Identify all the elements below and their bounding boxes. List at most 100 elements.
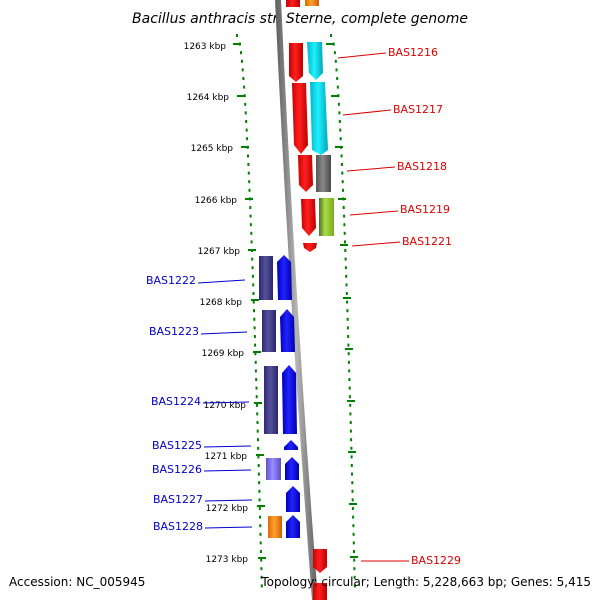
gene-BAS1219[interactable] <box>301 198 334 236</box>
guide-dot <box>353 584 356 588</box>
callout-BAS1218[interactable]: BAS1218 <box>346 160 447 173</box>
gene-label[interactable]: BAS1222 <box>146 274 196 287</box>
guide-dot <box>253 335 256 338</box>
guide-dot <box>254 369 257 373</box>
scale-tick-1270: 1270 kbp <box>204 401 262 411</box>
gene-label[interactable]: BAS1218 <box>397 160 447 173</box>
guide-dot <box>352 532 355 536</box>
guide-dot <box>255 395 258 399</box>
guide-dot <box>241 68 244 72</box>
scale-tick-1271: 1271 kbp <box>205 452 264 462</box>
guide-dot <box>253 317 256 321</box>
guide-dot <box>336 85 339 89</box>
guide-dot <box>337 102 340 106</box>
callout-BAS1222[interactable]: BAS1222 <box>146 274 246 287</box>
guide-dot <box>347 360 350 364</box>
guide-dot <box>348 369 351 373</box>
gene-BAS1229[interactable] <box>313 549 327 573</box>
guide-dot <box>248 180 251 184</box>
guide-dot <box>247 154 249 158</box>
guide-dot <box>253 326 256 330</box>
guide-dot <box>350 455 353 459</box>
callout-BAS1226[interactable]: BAS1226 <box>152 463 252 476</box>
gene-label[interactable]: BAS1225 <box>152 439 202 452</box>
gene-BAS1221[interactable] <box>303 243 317 252</box>
guide-dot <box>245 128 248 132</box>
gene-BAS1227[interactable] <box>286 486 300 512</box>
gene-label[interactable]: BAS1221 <box>402 235 452 248</box>
gene-BAS1224[interactable] <box>264 365 297 434</box>
callout-BAS1221[interactable]: BAS1221 <box>351 235 452 248</box>
guide-dot <box>248 188 251 192</box>
guide-dot <box>260 558 263 562</box>
guide-dot <box>256 421 259 424</box>
guide-dot <box>260 584 263 588</box>
guide-dot <box>257 455 260 459</box>
guide-dot <box>258 507 261 510</box>
guide-dot <box>257 446 260 450</box>
guide-dot <box>352 524 355 528</box>
gene-partial-top[interactable] <box>286 0 319 7</box>
gene-label[interactable]: BAS1224 <box>151 395 201 408</box>
gene-label[interactable]: BAS1227 <box>153 493 203 506</box>
scale-label: 1263 kbp <box>184 42 227 52</box>
guide-dot <box>338 120 341 123</box>
gene-BAS1223[interactable] <box>262 309 295 352</box>
gene-BAS1218[interactable] <box>298 155 331 192</box>
gene-label[interactable]: BAS1217 <box>393 103 443 116</box>
guide-dot <box>344 249 347 252</box>
guide-dot <box>257 472 260 476</box>
scale-tick-1263: 1263 kbp <box>184 42 241 52</box>
gene-BAS1225[interactable] <box>284 440 298 450</box>
gene-label[interactable]: BAS1226 <box>152 463 202 476</box>
guide-dot <box>244 111 247 115</box>
gene-BAS1216[interactable] <box>289 42 323 82</box>
gene-label[interactable]: BAS1228 <box>153 520 203 533</box>
callout-BAS1225[interactable]: BAS1225 <box>152 439 252 452</box>
gene-partial-bottom[interactable] <box>313 583 327 600</box>
gene-BAS1217[interactable] <box>292 82 328 155</box>
callout-BAS1219[interactable]: BAS1219 <box>349 203 450 216</box>
scale-label: 1273 kbp <box>206 555 249 565</box>
scale-tick-1273: 1273 kbp <box>206 555 266 565</box>
guide-dot <box>340 163 343 166</box>
guide-dot <box>256 412 259 416</box>
guide-dot <box>260 575 263 579</box>
callout-BAS1224[interactable]: BAS1224 <box>151 395 250 408</box>
gene-BAS1228[interactable] <box>268 515 300 538</box>
callout-BAS1216[interactable]: BAS1216 <box>337 46 438 59</box>
gene-label[interactable]: BAS1223 <box>149 325 199 338</box>
guide-dot <box>245 120 248 123</box>
guide-dot <box>251 257 254 261</box>
guide-dot <box>353 567 356 571</box>
callout-BAS1227[interactable]: BAS1227 <box>153 493 253 506</box>
guide-dot <box>345 292 348 295</box>
guide-dot <box>352 541 355 545</box>
guide-dot <box>347 335 350 338</box>
callout-BAS1228[interactable]: BAS1228 <box>153 520 253 533</box>
gene-label[interactable]: BAS1219 <box>400 203 450 216</box>
gene-label[interactable]: BAS1216 <box>388 46 438 59</box>
scale-label: 1266 kbp <box>195 196 238 206</box>
guide-dot <box>344 240 346 244</box>
guide-dot <box>346 317 349 321</box>
guide-dot <box>249 223 252 227</box>
gene-label[interactable]: BAS1229 <box>411 554 461 567</box>
gene-BAS1226[interactable] <box>266 457 299 480</box>
guide-dot <box>351 507 354 510</box>
right-dotted-guide <box>330 34 356 588</box>
callout-BAS1229[interactable]: BAS1229 <box>361 554 461 567</box>
gene-BAS1222[interactable] <box>259 255 292 300</box>
guide-dot <box>249 206 252 209</box>
guide-dot <box>342 206 345 209</box>
guide-dot <box>351 472 353 476</box>
scale-tick-1264: 1264 kbp <box>187 93 245 103</box>
guide-dot <box>244 102 247 106</box>
callout-BAS1223[interactable]: BAS1223 <box>149 325 248 338</box>
guide-dot <box>251 266 254 270</box>
guide-dot <box>247 163 250 166</box>
scale-tick-1266: 1266 kbp <box>195 196 253 206</box>
callout-BAS1217[interactable]: BAS1217 <box>342 103 443 116</box>
guide-dot <box>350 438 353 442</box>
guide-dot <box>252 292 255 295</box>
